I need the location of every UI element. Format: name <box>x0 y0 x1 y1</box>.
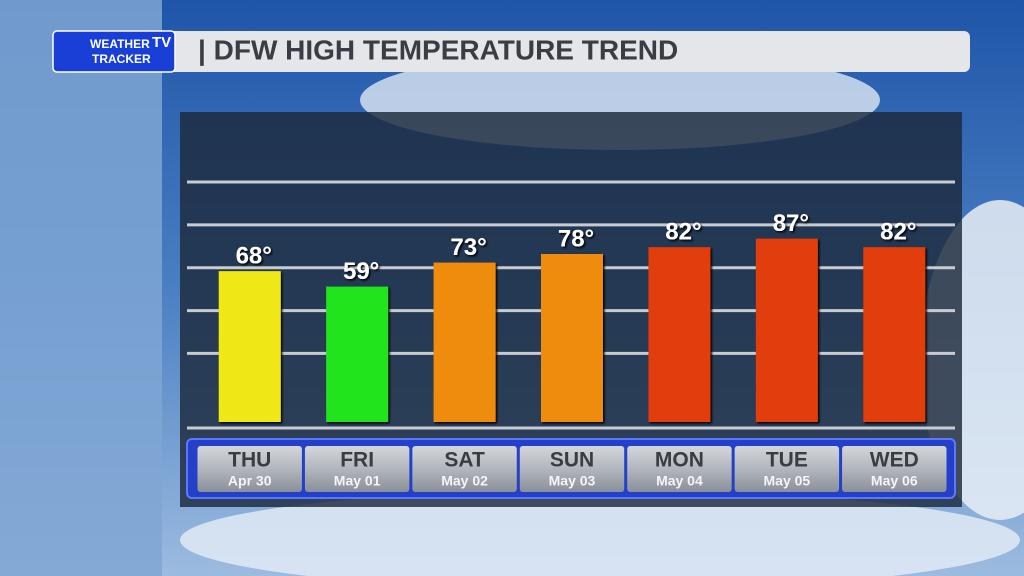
bar <box>755 238 818 422</box>
category-cell <box>197 446 302 492</box>
value-label: 87° <box>773 210 809 237</box>
logo-text: WEATHER <box>90 37 150 51</box>
title-bar <box>55 31 970 72</box>
x-tick-sublabel: May 03 <box>549 473 596 489</box>
chart-title: | DFW HIGH TEMPERATURE TREND <box>198 34 678 65</box>
bar <box>326 286 389 422</box>
x-tick-label: SAT <box>444 449 485 472</box>
category-cell <box>734 446 840 492</box>
logo-text: TV <box>152 34 171 51</box>
category-cell <box>627 446 732 492</box>
category-cell <box>412 446 517 492</box>
logo <box>52 30 176 73</box>
value-label: 73° <box>450 234 486 261</box>
side-panel <box>0 0 162 576</box>
x-tick-sublabel: May 02 <box>441 473 488 489</box>
x-tick-sublabel: May 01 <box>334 473 381 489</box>
category-cell <box>842 446 947 492</box>
x-tick-label: TUE <box>766 449 808 472</box>
logo-text: TRACKER <box>92 52 151 66</box>
value-label: 78° <box>558 225 594 252</box>
x-tick-sublabel: Apr 30 <box>228 473 272 489</box>
value-label: 82° <box>880 218 916 245</box>
x-tick-sublabel: May 04 <box>656 473 703 489</box>
x-tick-label: FRI <box>340 449 374 472</box>
bar <box>863 247 926 422</box>
value-label: 59° <box>343 258 379 285</box>
category-cell <box>519 446 625 492</box>
x-tick-label: SUN <box>550 449 594 472</box>
x-tick-label: MON <box>655 449 704 472</box>
x-tick-sublabel: May 05 <box>764 473 811 489</box>
bar <box>218 271 281 422</box>
bar <box>433 262 496 422</box>
x-tick-sublabel: May 06 <box>871 473 918 489</box>
cloud <box>180 490 1020 576</box>
value-label: 68° <box>236 242 272 269</box>
bar <box>648 247 711 422</box>
bar <box>541 254 603 422</box>
value-label: 82° <box>665 218 701 245</box>
x-tick-label: WED <box>870 449 919 472</box>
x-tick-label: THU <box>228 449 271 472</box>
category-cell <box>304 446 410 492</box>
